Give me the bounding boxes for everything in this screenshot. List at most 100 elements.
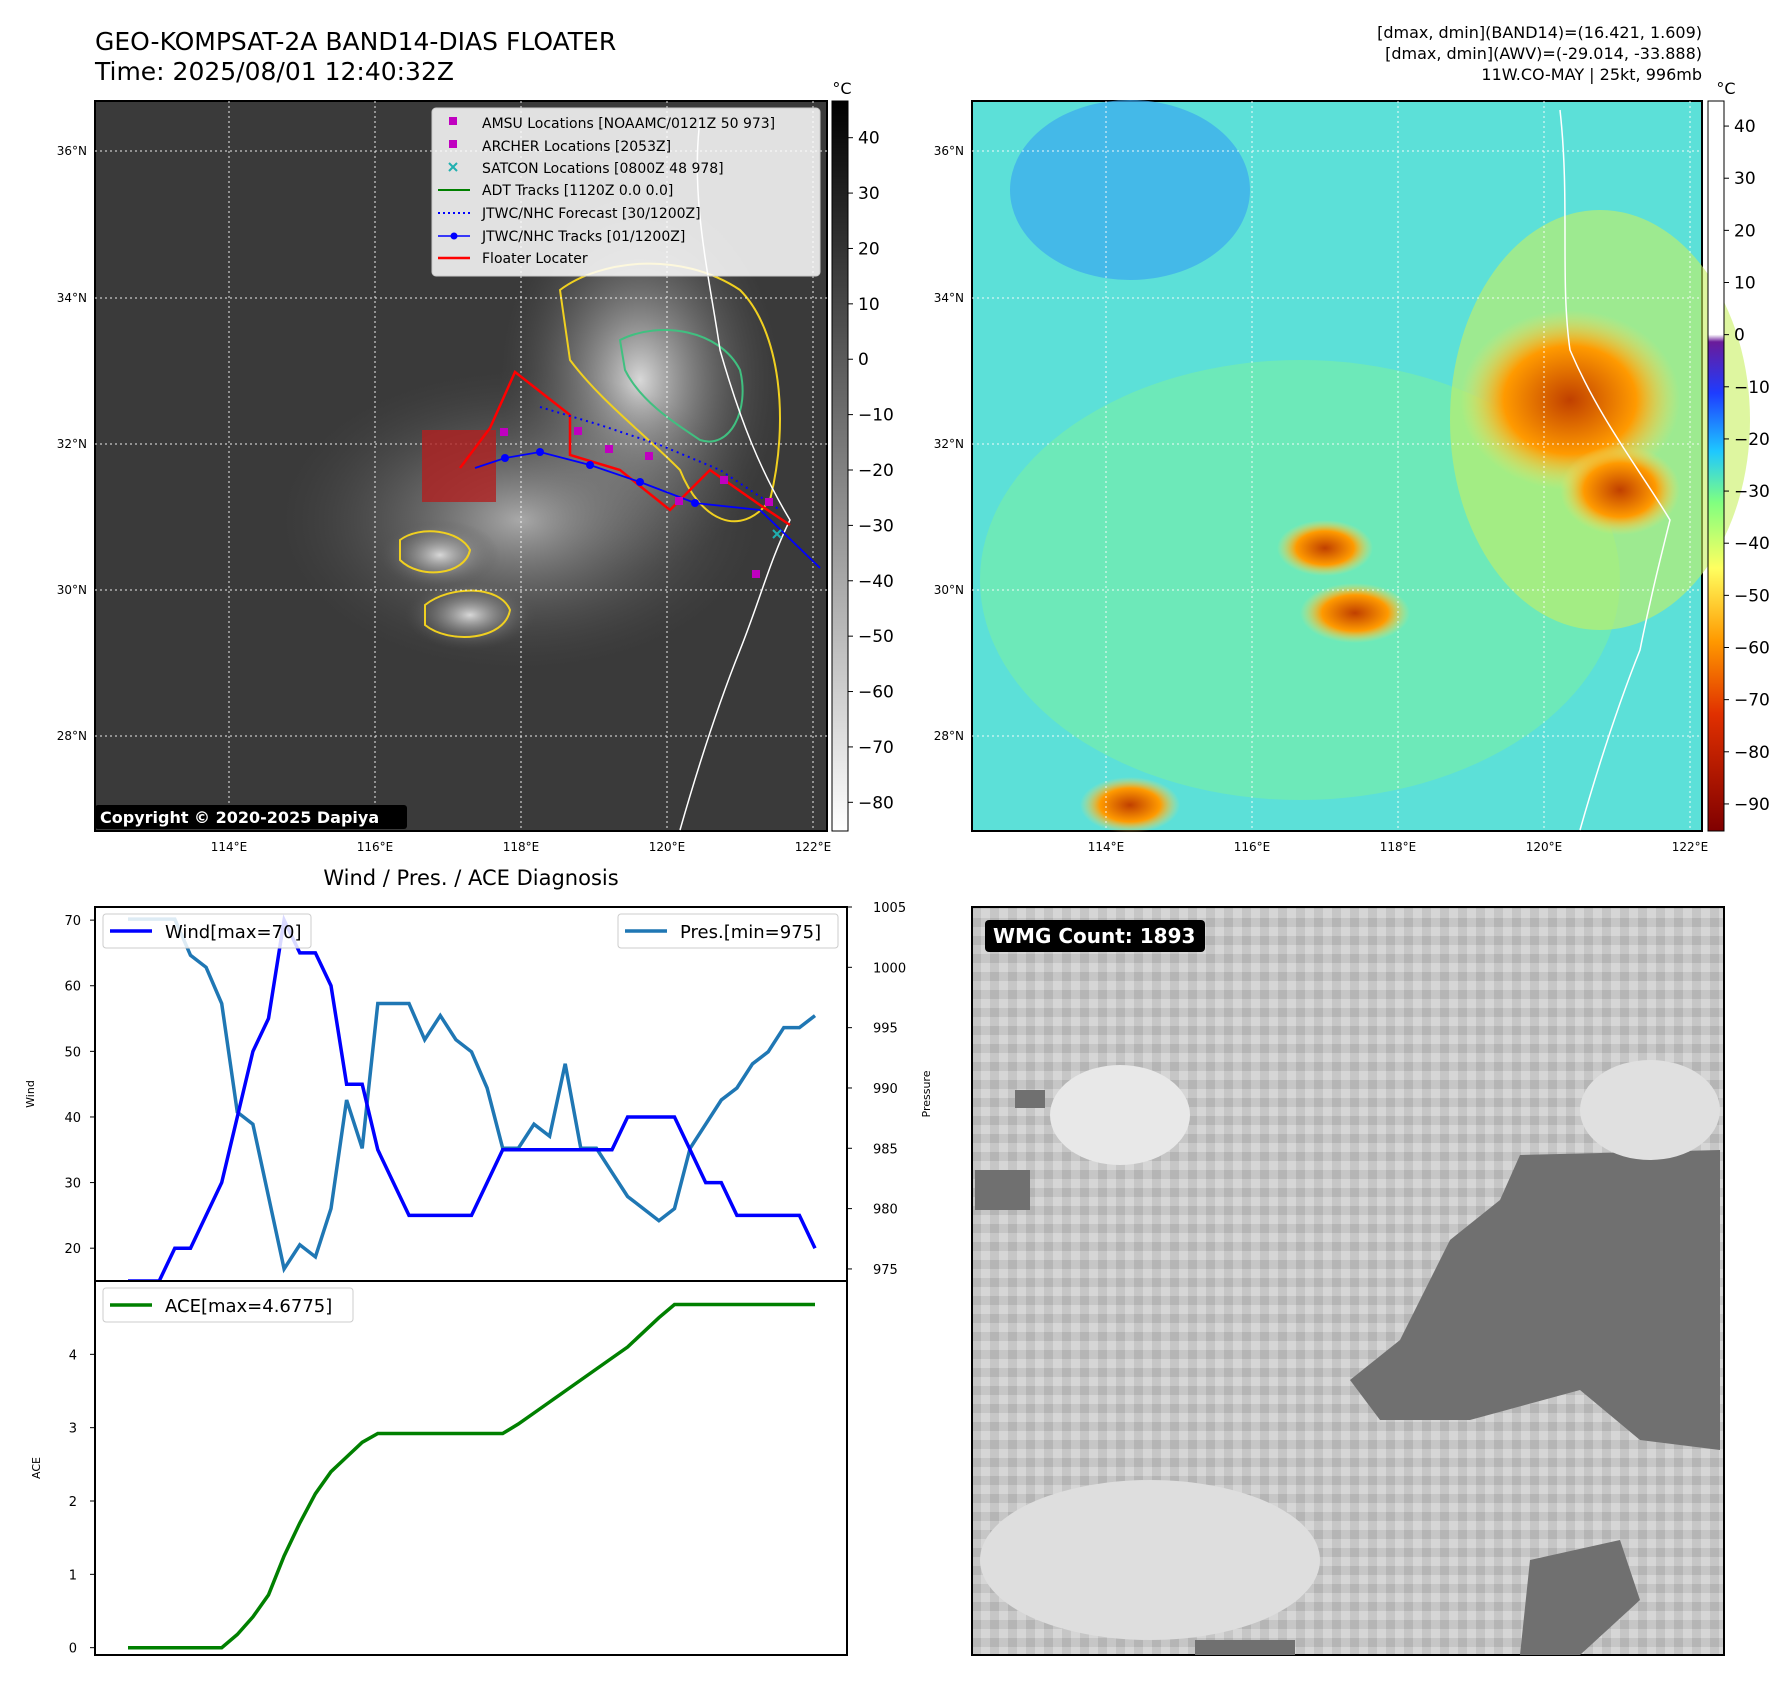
lon-label: 118°E	[1380, 840, 1417, 854]
colorbar-tick-label: −30	[1734, 482, 1770, 502]
wind-axis-label: Wind	[24, 1080, 37, 1108]
right-colorbar-unit: °C	[1716, 79, 1735, 98]
wmg-light-region	[980, 1480, 1320, 1640]
figure-title-line1: GEO-KOMPSAT-2A BAND14-DIAS FLOATER	[95, 27, 616, 56]
right-map-lat-labels: 36°N 34°N 32°N 30°N 28°N	[934, 144, 964, 743]
wmg-dark-region	[1350, 1150, 1720, 1450]
colorbar-tick-label: 40	[858, 129, 880, 149]
cold-cloud-top	[1560, 445, 1680, 535]
contour-yellow-cell	[424, 589, 512, 638]
pressure-tick-label: 980	[873, 1203, 898, 1218]
wind-legend-box	[102, 913, 312, 949]
ace-plot-frame	[94, 1280, 848, 1656]
floater-box	[422, 430, 496, 502]
pressure-series-line	[128, 917, 817, 1274]
colorbar-tick-label: −10	[858, 406, 894, 426]
satcon-legend-icon	[448, 162, 458, 172]
colorbar-tick-label: −60	[1734, 639, 1770, 659]
left-colorbar	[831, 100, 849, 832]
wind-y-ticks: 20 30 40 50 60 70	[64, 914, 95, 1257]
pressure-axis-label: Pressure	[920, 1070, 933, 1117]
right-map-lon-labels: 114°E 116°E 118°E 120°E 122°E	[1088, 840, 1709, 854]
colorbar-tick-label: −40	[1734, 534, 1770, 554]
wmg-dark-block	[975, 1170, 1030, 1210]
colorbar-tick-label: −10	[1734, 378, 1770, 398]
colorbar-tick-label: −70	[858, 738, 894, 758]
wind-series-line	[128, 914, 817, 1283]
colorbar-tick-label: 0	[1734, 326, 1745, 346]
lon-label: 116°E	[1234, 840, 1271, 854]
wmg-dark-block	[1015, 1090, 1045, 1108]
legend-item-forecast: JTWC/NHC Forecast [30/1200Z]	[481, 206, 701, 222]
ace-legend-box	[102, 1287, 354, 1323]
ace-tick-label: 2	[69, 1495, 77, 1510]
figure-title-line2: Time: 2025/08/01 12:40:32Z	[94, 57, 454, 86]
lon-label: 122°E	[795, 840, 832, 854]
diagnosis-chart-title: Wind / Pres. / ACE Diagnosis	[323, 866, 618, 890]
left-map-lat-labels: 36°N 34°N 32°N 30°N 28°N	[57, 144, 87, 743]
ir-cloud-band	[280, 370, 760, 670]
ace-legend-label: ACE[max=4.6775]	[165, 1296, 332, 1317]
lat-label: 34°N	[934, 291, 964, 305]
colorbar-tick-label: −90	[1734, 795, 1770, 815]
lon-label: 116°E	[357, 840, 394, 854]
ace-tick-label: 4	[69, 1348, 77, 1363]
ace-axis-label: ACE	[30, 1457, 43, 1479]
copyright-text: Copyright © 2020-2025 Dapiya	[100, 808, 379, 827]
pressure-tick-label: 1005	[873, 901, 906, 916]
wmg-light-region	[1050, 1065, 1190, 1165]
wind-tick-label: 50	[64, 1045, 81, 1060]
pressure-y-ticks: 975 980 985 990 995 1000 1005	[847, 901, 906, 1278]
lon-label: 122°E	[1672, 840, 1709, 854]
color-map-grid	[972, 101, 1702, 831]
cold-cloud-top	[1080, 777, 1180, 833]
colorbar-tick-label: −80	[858, 793, 894, 813]
legend-item-archer: ARCHER Locations [2053Z]	[482, 139, 671, 155]
colorbar-tick-label: −20	[858, 461, 894, 481]
wind-tick-label: 40	[64, 1111, 81, 1126]
lat-label: 28°N	[57, 729, 87, 743]
lat-label: 30°N	[57, 583, 87, 597]
colorbar-tick-label: −50	[858, 627, 894, 647]
ace-tick-label: 1	[69, 1568, 77, 1583]
colorbar-tick-label: −40	[858, 572, 894, 592]
colorbar-tick-label: −60	[858, 683, 894, 703]
colorbar-tick-label: 10	[1734, 274, 1756, 294]
wmg-panel	[971, 906, 1725, 1656]
lon-label: 120°E	[1526, 840, 1563, 854]
lon-label: 114°E	[1088, 840, 1125, 854]
colorbar-tick-label: 40	[1734, 117, 1756, 137]
info-line3: 11W.CO-MAY | 25kt, 996mb	[1481, 65, 1702, 84]
ace-tick-label: 0	[69, 1642, 77, 1657]
legend-item-tracks: JTWC/NHC Tracks [01/1200Z]	[481, 229, 685, 245]
pressure-tick-label: 990	[873, 1082, 898, 1097]
wind-legend-label: Wind[max=70]	[165, 922, 302, 943]
lon-label: 118°E	[503, 840, 540, 854]
left-map-lon-labels: 114°E 116°E 118°E 120°E 122°E	[211, 840, 832, 854]
ace-y-ticks: 0 1 2 3 4	[69, 1348, 95, 1657]
map-legend: AMSU Locations [NOAAMC/0121Z 50 973] ARC…	[431, 107, 821, 277]
info-line1: [dmax, dmin](BAND14)=(16.421, 1.609)	[1377, 23, 1702, 42]
ir-cloud-cell	[380, 520, 500, 590]
legend-item-satcon: SATCON Locations [0800Z 48 978]	[482, 161, 724, 177]
lon-label: 114°E	[211, 840, 248, 854]
pressure-tick-label: 1000	[873, 961, 906, 976]
colorbar-tick-label: −80	[1734, 743, 1770, 763]
wmg-count-text: WMG Count: 1893	[993, 924, 1195, 948]
satcon-markers	[772, 529, 782, 539]
lat-label: 32°N	[934, 437, 964, 451]
colorbar-tick-label: −70	[1734, 691, 1770, 711]
jtwc-track-line	[474, 451, 821, 569]
lat-label: 36°N	[934, 144, 964, 158]
wmg-light-region	[1580, 1060, 1720, 1160]
wmg-count-banner	[985, 920, 1205, 952]
wmg-dark-region	[1520, 1540, 1640, 1655]
right-colorbar-ticks: 40 30 20 10 0 −10 −20 −30 −40 −50 −60 −70 −80 −90	[1724, 117, 1770, 815]
colorbar-tick-label: 10	[858, 295, 880, 315]
lat-label: 28°N	[934, 729, 964, 743]
legend-item-floater: Floater Locater	[482, 251, 588, 267]
floater-locater-line	[459, 370, 791, 527]
cold-cloud-top	[1277, 520, 1373, 576]
contour-yellow-cell	[399, 530, 472, 574]
pressure-tick-label: 975	[873, 1263, 898, 1278]
